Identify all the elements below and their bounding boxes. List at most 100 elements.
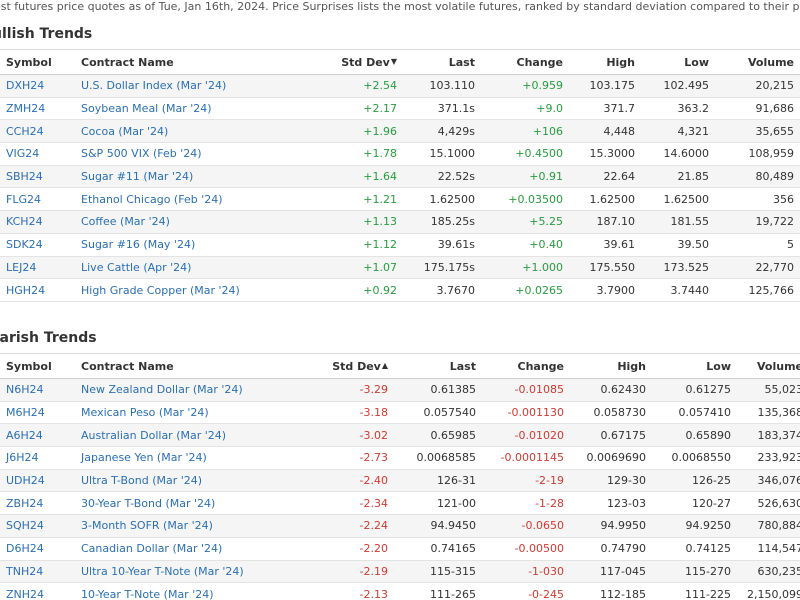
column-header-low[interactable]: Low [652, 353, 737, 379]
low-cell: 94.9250 [652, 514, 737, 538]
symbol-link[interactable]: CCH24 [6, 124, 44, 138]
std-dev-cell: +1.21 [306, 187, 403, 212]
table-row[interactable]: SQH24 3-Month SOFR (Mar '24) -2.24 94.9450-… [0, 514, 800, 538]
last-price-cell: 0.0068585 [394, 446, 482, 470]
contract-name-link[interactable]: S&P 500 VIX (Feb '24) [81, 147, 202, 161]
change-cell: -1-030 [482, 560, 570, 584]
contract-name-link[interactable]: New Zealand Dollar (Mar '24) [81, 383, 243, 397]
symbol-link[interactable]: ZNH24 [6, 587, 45, 600]
symbol-link[interactable]: ZMH24 [6, 102, 46, 116]
table-row[interactable]: UDH24 Ultra T-Bond (Mar '24) -2.40 126-31 -2… [0, 469, 800, 493]
table-header-row: Symbol Contract Name Std Dev▲ Last Chang… [0, 353, 800, 379]
table-row[interactable]: TNH24 Ultra 10-Year T-Note (Mar '24) -2.19… [0, 560, 800, 584]
column-header-symbol[interactable]: Symbol [0, 353, 75, 379]
column-header-high[interactable]: High [569, 49, 641, 75]
column-header-change[interactable]: Change [481, 49, 569, 75]
low-cell: 363.2 [641, 97, 715, 121]
table-row[interactable]: KCH24 Coffee (Mar '24) +1.13 185.25s +5.25 18… [0, 210, 800, 234]
symbol-link[interactable]: KCH24 [6, 215, 43, 229]
table-row[interactable]: LEJ24 Live Cattle (Apr '24) +1.07 175.175s +… [0, 256, 800, 280]
column-header-last[interactable]: Last [403, 49, 481, 75]
change-cell: -0.00500 [482, 537, 570, 561]
column-header-volume[interactable]: Volume [715, 49, 800, 75]
low-cell: 181.55 [641, 210, 715, 234]
contract-name-link[interactable]: U.S. Dollar Index (Mar '24) [81, 79, 227, 93]
symbol-link[interactable]: SBH24 [6, 170, 43, 184]
high-cell: 22.64 [569, 165, 641, 189]
symbol-link[interactable]: SDK24 [6, 238, 43, 252]
symbol-link[interactable]: HGH24 [6, 283, 46, 297]
contract-name-link[interactable]: Ultra 10-Year T-Note (Mar '24) [81, 564, 244, 578]
table-row[interactable]: J6H24 Japanese Yen (Mar '24) -2.73 0.006858… [0, 446, 800, 470]
change-cell: +0.4500 [481, 142, 569, 166]
high-cell: 39.61 [569, 233, 641, 257]
table-row[interactable]: A6H24 Australian Dollar (Mar '24) -3.02 0.6… [0, 423, 800, 448]
symbol-link[interactable]: M6H24 [6, 406, 45, 420]
contract-name-link[interactable]: 3-Month SOFR (Mar '24) [81, 519, 213, 533]
contract-name-link[interactable]: Coffee (Mar '24) [81, 215, 170, 229]
table-row[interactable]: DXH24 U.S. Dollar Index (Mar '24) +2.54 103… [0, 74, 800, 98]
symbol-link[interactable]: A6H24 [6, 428, 43, 442]
symbol-link[interactable]: FLG24 [6, 192, 41, 206]
last-price-cell: 3.7670 [403, 278, 481, 302]
contract-name-link[interactable]: Cocoa (Mar '24) [81, 124, 169, 138]
column-header-low[interactable]: Low [641, 49, 715, 75]
std-dev-cell: -2.19 [306, 560, 394, 584]
symbol-link[interactable]: VIG24 [6, 147, 40, 161]
table-row[interactable]: ZMH24 Soybean Meal (Mar '24) +2.17 371.1s +9… [0, 97, 800, 121]
column-header-change[interactable]: Change [482, 353, 570, 379]
contract-name-link[interactable]: Mexican Peso (Mar '24) [81, 406, 209, 420]
change-cell: -0.0650 [482, 514, 570, 538]
contract-name-link[interactable]: Sugar #11 (Mar '24) [81, 170, 194, 184]
contract-name-link[interactable]: 10-Year T-Note (Mar '24) [81, 587, 214, 600]
contract-name-link[interactable]: High Grade Copper (Mar '24) [81, 283, 240, 297]
table-row[interactable]: CCH24 Cocoa (Mar '24) +1.96 4,429s +106 4,448… [0, 119, 800, 144]
std-dev-cell: -3.29 [306, 378, 394, 402]
contract-name-link[interactable]: Canadian Dollar (Mar '24) [81, 542, 223, 556]
column-header-volume[interactable]: Volume [737, 353, 800, 379]
table-row[interactable]: D6H24 Canadian Dollar (Mar '24) -2.20 0.741… [0, 537, 800, 561]
table-row[interactable]: ZBH24 30-Year T-Bond (Mar '24) -2.34 121-00… [0, 491, 800, 516]
symbol-link[interactable]: J6H24 [6, 451, 39, 465]
std-dev-cell: +1.12 [306, 233, 403, 257]
symbol-link[interactable]: ZBH24 [6, 496, 44, 510]
contract-name-link[interactable]: Soybean Meal (Mar '24) [81, 102, 212, 116]
symbol-link[interactable]: LEJ24 [6, 260, 37, 274]
column-header-std-dev[interactable]: Std Dev▲ [306, 353, 394, 379]
last-price-cell: 4,429s [403, 119, 481, 144]
last-price-cell: 121-00 [394, 491, 482, 516]
column-header-last[interactable]: Last [394, 353, 482, 379]
last-price-cell: 0.61385 [394, 378, 482, 402]
symbol-link[interactable]: UDH24 [6, 474, 45, 488]
column-header-contract-name[interactable]: Contract Name [75, 49, 306, 75]
symbol-link[interactable]: SQH24 [6, 519, 44, 533]
contract-name-link[interactable]: Australian Dollar (Mar '24) [81, 428, 227, 442]
low-cell: 111-225 [652, 582, 737, 600]
symbol-link[interactable]: DXH24 [6, 79, 45, 93]
column-header-high[interactable]: High [570, 353, 652, 379]
contract-name-link[interactable]: Japanese Yen (Mar '24) [81, 451, 207, 465]
contract-name-link[interactable]: Sugar #16 (May '24) [81, 238, 196, 252]
column-header-std-dev-label: Std Dev [332, 359, 381, 373]
table-row[interactable]: ZNH24 10-Year T-Note (Mar '24) -2.13 111-26… [0, 582, 800, 600]
volume-cell: 108,959 [715, 142, 800, 166]
contract-name-link[interactable]: 30-Year T-Bond (Mar '24) [81, 496, 216, 510]
column-header-contract-name[interactable]: Contract Name [75, 353, 306, 379]
table-row[interactable]: FLG24 Ethanol Chicago (Feb '24) +1.21 1.625… [0, 187, 800, 212]
table-row[interactable]: HGH24 High Grade Copper (Mar '24) +0.92 3.7… [0, 278, 800, 302]
contract-name-link[interactable]: Live Cattle (Apr '24) [81, 260, 192, 274]
std-dev-cell: -3.02 [306, 423, 394, 448]
column-header-std-dev[interactable]: Std Dev▼ [306, 49, 403, 75]
symbol-link[interactable]: TNH24 [6, 564, 44, 578]
table-row[interactable]: M6H24 Mexican Peso (Mar '24) -3.18 0.057540… [0, 401, 800, 425]
table-row[interactable]: N6H24 New Zealand Dollar (Mar '24) -3.29 0.… [0, 378, 800, 402]
table-row[interactable]: SDK24 Sugar #16 (May '24) +1.12 39.61s +0.40… [0, 233, 800, 257]
symbol-link[interactable]: N6H24 [6, 383, 44, 397]
symbol-link[interactable]: D6H24 [6, 542, 44, 556]
table-row[interactable]: VIG24 S&P 500 VIX (Feb '24) +1.78 15.1000 +0… [0, 142, 800, 166]
volume-cell: 125,766 [715, 278, 800, 302]
contract-name-link[interactable]: Ethanol Chicago (Feb '24) [81, 192, 223, 206]
contract-name-link[interactable]: Ultra T-Bond (Mar '24) [81, 474, 203, 488]
table-row[interactable]: SBH24 Sugar #11 (Mar '24) +1.64 22.52s +0.91… [0, 165, 800, 189]
column-header-symbol[interactable]: Symbol [0, 49, 75, 75]
